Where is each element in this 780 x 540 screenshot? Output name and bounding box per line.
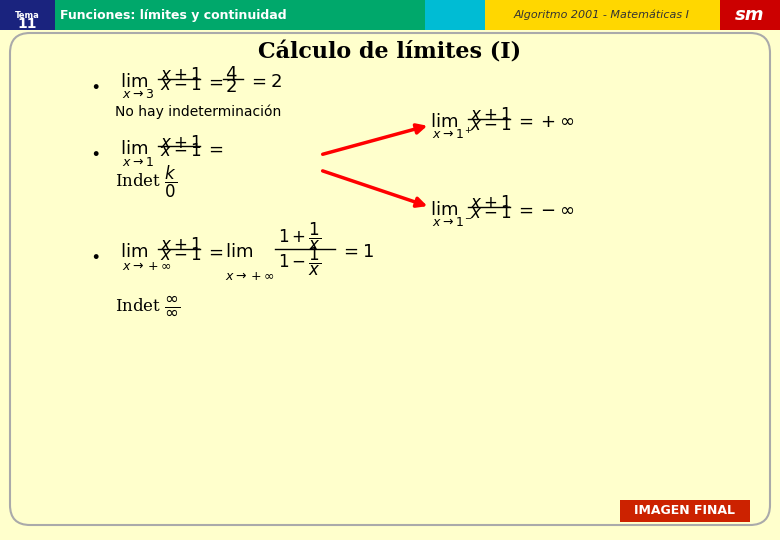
Text: $x + 1$: $x + 1$ (160, 68, 202, 84)
Text: $\bullet$: $\bullet$ (90, 76, 100, 94)
FancyBboxPatch shape (10, 33, 770, 525)
Text: $= -\infty$: $= -\infty$ (515, 201, 574, 219)
Text: $2$: $2$ (225, 78, 237, 96)
Text: $\bullet$: $\bullet$ (90, 246, 100, 264)
Text: $\bullet$: $\bullet$ (90, 143, 100, 161)
FancyBboxPatch shape (720, 0, 780, 30)
Text: $x \rightarrow 1$: $x \rightarrow 1$ (122, 156, 154, 168)
Text: IMAGEN FINAL: IMAGEN FINAL (634, 504, 736, 517)
Text: $\lim$: $\lim$ (120, 243, 148, 261)
Text: $x - 1$: $x - 1$ (160, 144, 202, 160)
Text: $= +\infty$: $= +\infty$ (515, 113, 574, 131)
Text: $x \rightarrow +\infty$: $x \rightarrow +\infty$ (122, 260, 172, 273)
FancyBboxPatch shape (55, 0, 425, 30)
Text: Funciones: límites y continuidad: Funciones: límites y continuidad (60, 9, 286, 22)
Text: $x - 1$: $x - 1$ (470, 205, 512, 221)
Text: 11: 11 (17, 17, 37, 31)
Text: sm: sm (736, 6, 764, 24)
Text: Indet $\dfrac{\infty}{\infty}$: Indet $\dfrac{\infty}{\infty}$ (115, 293, 180, 316)
Text: $\lim$: $\lim$ (120, 73, 148, 91)
Text: $4$: $4$ (225, 65, 237, 83)
Text: No hay indeterminación: No hay indeterminación (115, 105, 282, 119)
Text: $\lim$: $\lim$ (225, 243, 253, 261)
Text: $\lim$: $\lim$ (430, 113, 458, 131)
Text: $x + 1$: $x + 1$ (470, 195, 512, 213)
Text: $x + 1$: $x + 1$ (470, 107, 512, 125)
Text: Indet $\dfrac{k}{0}$: Indet $\dfrac{k}{0}$ (115, 164, 177, 200)
Text: $x + 1$: $x + 1$ (160, 134, 202, 152)
Text: $x \rightarrow 1^-$: $x \rightarrow 1^-$ (432, 217, 473, 230)
Text: $x + 1$: $x + 1$ (160, 238, 202, 254)
Text: $\lim$: $\lim$ (120, 140, 148, 158)
Text: $x \rightarrow +\infty$: $x \rightarrow +\infty$ (225, 271, 275, 284)
FancyBboxPatch shape (485, 0, 720, 30)
Text: $\lim$: $\lim$ (430, 201, 458, 219)
Text: $1 - \dfrac{1}{x}$: $1 - \dfrac{1}{x}$ (278, 246, 321, 278)
FancyBboxPatch shape (425, 0, 485, 30)
Text: $x \rightarrow 3$: $x \rightarrow 3$ (122, 87, 154, 100)
Text: $x - 1$: $x - 1$ (160, 246, 202, 264)
FancyBboxPatch shape (620, 500, 750, 522)
Text: Algoritmo 2001 - Matemáticas I: Algoritmo 2001 - Matemáticas I (514, 10, 690, 20)
Text: $1 + \dfrac{1}{x}$: $1 + \dfrac{1}{x}$ (278, 221, 321, 253)
FancyBboxPatch shape (0, 0, 55, 30)
Text: $= 1$: $= 1$ (340, 243, 374, 261)
Text: $=$: $=$ (205, 243, 224, 261)
Text: $= 2$: $= 2$ (248, 73, 282, 91)
Text: $=$: $=$ (205, 73, 224, 91)
Text: $x - 1$: $x - 1$ (160, 77, 202, 93)
Text: Tema: Tema (15, 10, 39, 19)
Text: Cálculo de límites (I): Cálculo de límites (I) (258, 41, 522, 63)
Text: $=$: $=$ (205, 140, 224, 158)
Text: $x - 1$: $x - 1$ (470, 117, 512, 133)
Text: $x \rightarrow 1^+$: $x \rightarrow 1^+$ (432, 127, 473, 143)
